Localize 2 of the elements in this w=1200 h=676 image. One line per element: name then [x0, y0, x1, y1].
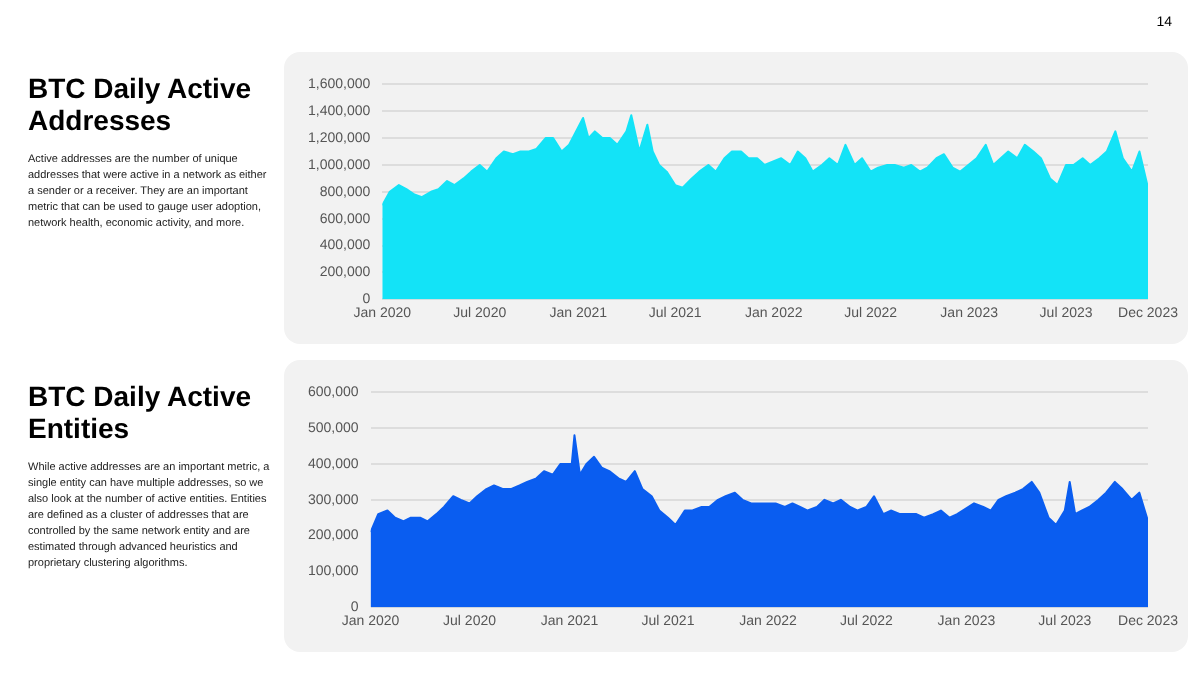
text: BTC Daily Active Entities: [28, 380, 254, 444]
text: BTC Daily Active Addresses: [28, 72, 254, 136]
